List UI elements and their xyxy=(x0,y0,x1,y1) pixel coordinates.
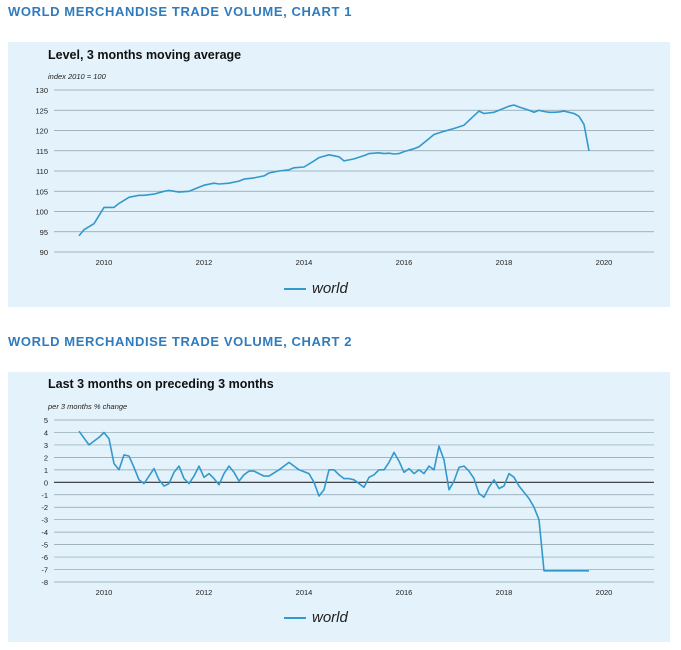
chart2-panel: Last 3 months on preceding 3 months per … xyxy=(8,372,670,642)
y-tick-label: -1 xyxy=(41,491,48,500)
chart2-plot: -8 -7 -6 -5 -4 -3 -2 -1 0 1 2 3 4 5 2010 2012 2014 2016 20… xyxy=(41,416,654,597)
x-tick-label: 2020 xyxy=(596,258,613,267)
y-tick-label: 4 xyxy=(44,428,48,437)
chart2-section-title: WORLD MERCHANDISE TRADE VOLUME, CHART 2 xyxy=(8,334,353,349)
legend-line-swatch xyxy=(284,616,306,619)
chart1-section-title: WORLD MERCHANDISE TRADE VOLUME, CHART 1 xyxy=(8,4,353,19)
chart1-subtitle: index 2010 = 100 xyxy=(48,72,106,81)
x-tick-label: 2020 xyxy=(596,588,613,597)
y-tick-label: -7 xyxy=(41,566,48,575)
chart1-title: Level, 3 months moving average xyxy=(48,48,242,62)
y-tick-label: 2 xyxy=(44,453,48,462)
y-tick-label: -6 xyxy=(41,553,48,562)
y-tick-label: 3 xyxy=(44,441,48,450)
chart2-legend: world xyxy=(284,609,348,626)
y-tick-label: 125 xyxy=(35,106,48,115)
y-tick-label: -8 xyxy=(41,578,48,587)
x-tick-label: 2018 xyxy=(496,258,513,267)
x-tick-label: 2014 xyxy=(296,258,313,267)
legend-line-swatch xyxy=(284,287,306,290)
chart2-subtitle: per 3 months % change xyxy=(48,402,128,411)
chart2-title: Last 3 months on preceding 3 months xyxy=(48,377,274,391)
y-tick-label: -4 xyxy=(41,528,48,537)
x-tick-label: 2014 xyxy=(296,588,313,597)
y-tick-label: 95 xyxy=(40,228,48,237)
legend-label: world xyxy=(312,280,348,297)
x-tick-label: 2016 xyxy=(396,258,413,267)
x-tick-label: 2012 xyxy=(196,588,213,597)
y-tick-label: 115 xyxy=(36,147,48,156)
y-tick-label: 120 xyxy=(35,127,48,136)
x-tick-label: 2018 xyxy=(496,588,513,597)
y-tick-label: -2 xyxy=(41,503,48,512)
series-line-world xyxy=(78,104,590,237)
y-tick-label: 1 xyxy=(44,466,48,475)
chart1-panel: Level, 3 months moving average index 201… xyxy=(8,42,670,307)
x-tick-label: 2012 xyxy=(196,258,213,267)
series-line-world xyxy=(78,430,589,572)
chart1-plot: 90 95 100 105 110 115 120 125 130 2010 2012 2014 201… xyxy=(35,86,654,267)
y-tick-label: 100 xyxy=(35,208,48,217)
y-tick-label: 5 xyxy=(44,416,48,425)
y-tick-label: 0 xyxy=(44,478,48,487)
chart1-legend: world xyxy=(284,280,348,297)
y-tick-label: 90 xyxy=(40,248,48,257)
y-tick-label: 130 xyxy=(35,86,48,95)
x-tick-label: 2010 xyxy=(96,258,113,267)
y-tick-label: -3 xyxy=(41,516,48,525)
legend-label: world xyxy=(312,609,348,626)
y-tick-label: 105 xyxy=(35,187,48,196)
y-tick-label: 110 xyxy=(36,167,48,176)
x-tick-label: 2010 xyxy=(96,588,113,597)
y-tick-label: -5 xyxy=(41,541,48,550)
x-tick-label: 2016 xyxy=(396,588,413,597)
